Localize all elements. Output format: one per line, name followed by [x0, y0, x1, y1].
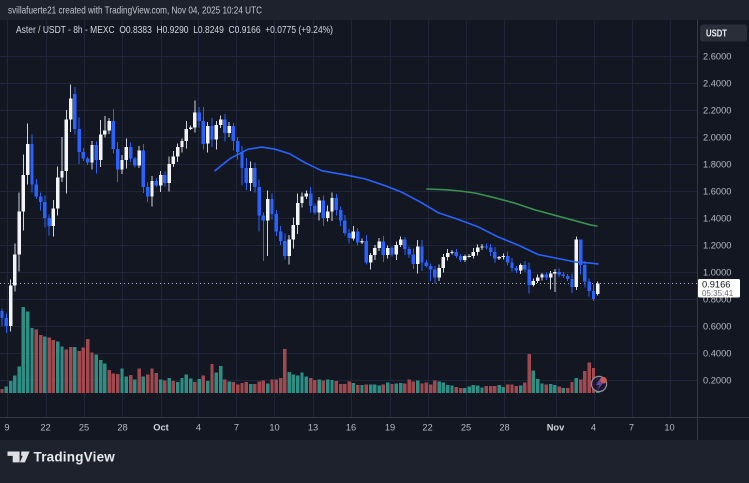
svg-text:2.6000: 2.6000	[703, 51, 731, 61]
svg-text:0.9166: 0.9166	[702, 279, 730, 289]
svg-text:1.8000: 1.8000	[703, 159, 731, 169]
svg-text:svillafuerte21 created with Tr: svillafuerte21 created with TradingView.…	[8, 5, 262, 17]
svg-text:28: 28	[499, 423, 509, 433]
svg-text:2.2000: 2.2000	[703, 105, 731, 115]
svg-text:28: 28	[117, 423, 127, 433]
svg-text:4: 4	[196, 423, 201, 433]
svg-text:4: 4	[591, 423, 596, 433]
svg-text:Nov: Nov	[547, 423, 565, 433]
svg-text:22: 22	[422, 423, 432, 433]
svg-text:USDT: USDT	[706, 29, 727, 40]
svg-text:0.6000: 0.6000	[703, 321, 731, 331]
svg-text:7: 7	[629, 423, 634, 433]
svg-text:0.4000: 0.4000	[703, 348, 731, 358]
svg-text:0.2000: 0.2000	[703, 375, 731, 385]
svg-text:19: 19	[385, 423, 395, 433]
svg-text:TradingView: TradingView	[34, 450, 116, 465]
svg-text:13: 13	[308, 423, 318, 433]
svg-text:7: 7	[234, 423, 239, 433]
svg-text:16: 16	[346, 423, 356, 433]
svg-text:2.4000: 2.4000	[703, 78, 731, 88]
svg-text:2.0000: 2.0000	[703, 132, 731, 142]
svg-text:10: 10	[269, 423, 279, 433]
svg-text:1.4000: 1.4000	[703, 213, 731, 223]
svg-text:Aster / USDT - 8h - MEXC O0.8: Aster / USDT - 8h - MEXC O0.8383 H0.9290…	[16, 24, 333, 36]
svg-text:1.2000: 1.2000	[703, 240, 731, 250]
svg-text:1.6000: 1.6000	[703, 186, 731, 196]
svg-text:25: 25	[79, 423, 89, 433]
svg-text:05:35:41: 05:35:41	[702, 289, 734, 298]
svg-text:0.8000: 0.8000	[703, 294, 731, 304]
svg-text:25: 25	[461, 423, 471, 433]
svg-text:10: 10	[664, 423, 674, 433]
svg-text:1.0000: 1.0000	[703, 267, 731, 277]
svg-text:Oct: Oct	[153, 423, 169, 433]
svg-text:22: 22	[40, 423, 50, 433]
svg-text:9: 9	[4, 423, 9, 433]
